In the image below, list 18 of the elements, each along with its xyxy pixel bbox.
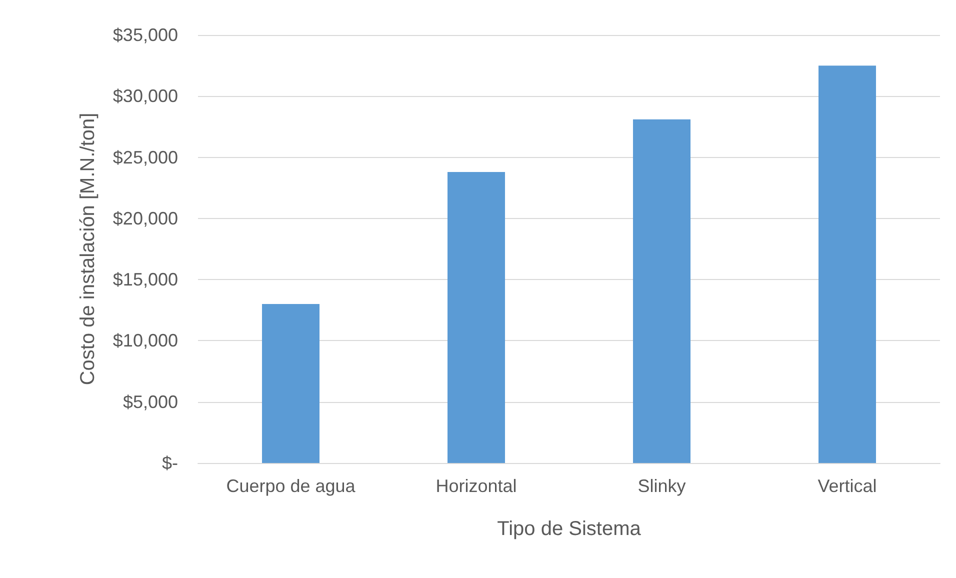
y-axis-title: Costo de instalación [M.N./ton]	[77, 112, 99, 386]
y-tick-label: $30,000	[112, 86, 178, 106]
bar	[818, 66, 876, 463]
y-tick-label: $15,000	[112, 270, 178, 290]
y-tick-label: $20,000	[112, 208, 178, 228]
y-tick-label: $25,000	[112, 147, 178, 168]
x-tick-label: Vertical	[818, 476, 877, 496]
y-tick-label: $35,000	[112, 25, 178, 45]
x-axis-title: Tipo de Sistema	[497, 518, 642, 540]
x-tick-label: Horizontal	[436, 476, 517, 496]
x-tick-label: Slinky	[638, 476, 686, 496]
y-tick-label: $5,000	[122, 392, 178, 412]
bar	[448, 172, 506, 463]
y-tick-label: $-	[162, 453, 178, 473]
bar	[262, 304, 320, 463]
y-tick-label: $10,000	[112, 330, 178, 351]
bar	[632, 119, 691, 463]
x-tick-label: Cuerpo de agua	[226, 476, 356, 496]
